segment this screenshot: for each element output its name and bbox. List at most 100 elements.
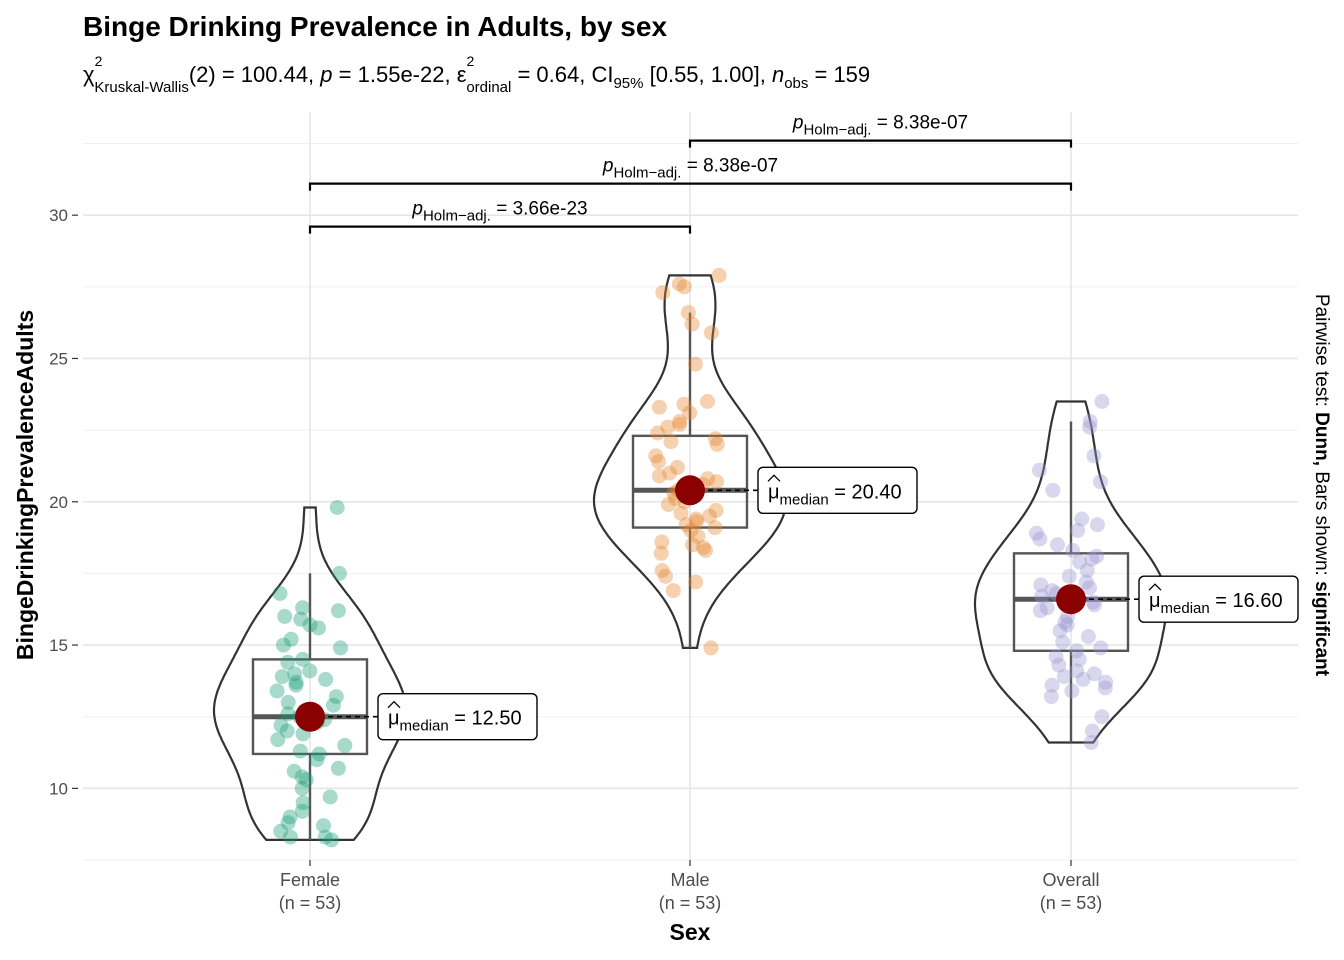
data-point bbox=[1082, 580, 1097, 596]
x-tick-label-female: Female bbox=[280, 870, 340, 890]
data-point bbox=[680, 305, 696, 321]
data-point bbox=[1055, 634, 1071, 650]
data-point bbox=[651, 454, 666, 470]
median-label-box bbox=[757, 466, 918, 514]
data-point bbox=[684, 316, 700, 332]
caption: Pairwise test: Dunn, Bars shown: signifi… bbox=[1311, 294, 1332, 677]
box-female bbox=[251, 658, 369, 756]
y-tick-label: 20 bbox=[49, 493, 68, 512]
data-point bbox=[1044, 583, 1060, 599]
data-point bbox=[654, 534, 670, 550]
data-point bbox=[688, 511, 704, 527]
data-point bbox=[676, 396, 692, 412]
median-label: μmedian = 12.50 bbox=[388, 708, 522, 735]
data-point bbox=[1094, 709, 1110, 725]
data-point bbox=[662, 465, 678, 481]
data-point bbox=[1089, 548, 1105, 564]
y-tick-label: 10 bbox=[49, 779, 68, 798]
data-points bbox=[269, 267, 1114, 848]
data-point bbox=[324, 832, 340, 848]
median-label-box bbox=[377, 693, 538, 741]
data-point bbox=[288, 677, 304, 693]
x-tick-count-male: (n = 53) bbox=[659, 893, 722, 913]
data-point bbox=[703, 640, 719, 656]
data-point bbox=[292, 743, 308, 759]
data-point bbox=[272, 586, 288, 601]
violin-overall bbox=[973, 400, 1169, 744]
data-point bbox=[1069, 643, 1085, 659]
data-point bbox=[1071, 651, 1087, 667]
data-point bbox=[678, 517, 694, 533]
data-point bbox=[328, 689, 344, 705]
data-point bbox=[277, 608, 293, 624]
data-point bbox=[1074, 511, 1090, 527]
data-point bbox=[283, 631, 299, 647]
data-point bbox=[703, 325, 719, 341]
data-point bbox=[650, 425, 666, 441]
chart-subtitle: χ2 Kruskal-Wallis(2) = 100.44, p = 1.55e-… bbox=[83, 53, 870, 96]
data-point bbox=[682, 405, 698, 421]
median-hat bbox=[767, 474, 781, 482]
data-point bbox=[1094, 394, 1110, 409]
data-point bbox=[707, 431, 723, 447]
data-point bbox=[1052, 623, 1068, 639]
comparison-p-label: pHolm−adj. = 3.66e-23 bbox=[411, 199, 587, 225]
data-point bbox=[331, 565, 347, 581]
x-axis: Female (n = 53) Male (n = 53) Overall (n = 53… bbox=[279, 860, 1103, 913]
data-point bbox=[1034, 588, 1050, 604]
data-point bbox=[660, 497, 676, 513]
data-point bbox=[1093, 640, 1109, 656]
data-point bbox=[663, 434, 679, 450]
data-point bbox=[676, 279, 692, 295]
y-axis: 10 15 20 25 30 bbox=[49, 206, 78, 798]
data-point bbox=[274, 669, 290, 685]
data-point bbox=[709, 436, 725, 452]
median-label: μmedian = 20.40 bbox=[768, 481, 902, 508]
data-point bbox=[1039, 600, 1055, 616]
data-point bbox=[318, 671, 334, 687]
data-point bbox=[1043, 689, 1059, 705]
data-point bbox=[1072, 554, 1088, 570]
data-point bbox=[1051, 657, 1067, 673]
median-point bbox=[295, 701, 325, 732]
data-point bbox=[1078, 574, 1094, 590]
data-point bbox=[270, 732, 286, 748]
data-point bbox=[702, 508, 717, 524]
data-point bbox=[1070, 522, 1086, 538]
data-point bbox=[294, 780, 310, 796]
data-point bbox=[651, 399, 667, 415]
data-point bbox=[653, 545, 669, 561]
data-point bbox=[683, 522, 699, 538]
data-point bbox=[685, 537, 701, 553]
comparison-brackets: pHolm−adj. = 3.66e-23 pHolm−adj. = 8.38e-… bbox=[308, 113, 1073, 234]
data-point bbox=[1064, 683, 1080, 699]
data-point bbox=[1057, 614, 1073, 630]
data-point bbox=[672, 416, 688, 432]
data-point bbox=[673, 505, 689, 521]
data-point bbox=[293, 611, 309, 627]
data-point bbox=[287, 666, 303, 682]
data-point bbox=[269, 683, 285, 699]
data-point bbox=[1033, 577, 1049, 593]
median-hat bbox=[1148, 583, 1162, 591]
x-tick-count-overall: (n = 53) bbox=[1040, 893, 1103, 913]
data-point bbox=[672, 414, 688, 429]
data-point bbox=[1075, 671, 1091, 687]
data-point bbox=[273, 717, 289, 733]
median-point bbox=[1056, 584, 1086, 615]
data-point bbox=[700, 471, 715, 487]
comparison-p-label: pHolm−adj. = 8.38e-07 bbox=[602, 156, 778, 182]
median-label-box bbox=[1138, 575, 1299, 623]
data-point bbox=[337, 737, 353, 753]
comparison-bracket bbox=[308, 225, 692, 234]
data-point bbox=[709, 474, 724, 490]
data-point bbox=[279, 723, 295, 739]
data-point bbox=[688, 574, 704, 590]
data-point bbox=[708, 502, 724, 518]
data-point bbox=[669, 459, 685, 475]
data-point bbox=[302, 617, 318, 633]
data-point bbox=[655, 285, 671, 301]
data-point bbox=[651, 468, 667, 484]
data-point bbox=[1059, 617, 1075, 633]
